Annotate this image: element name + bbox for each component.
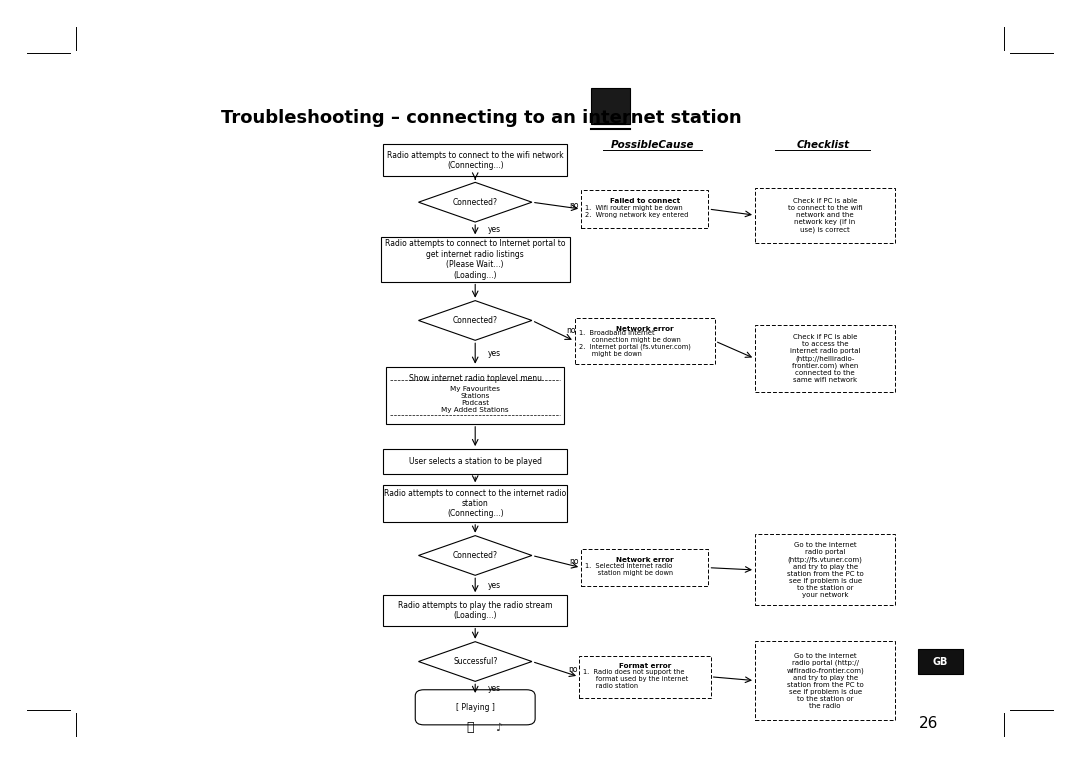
FancyBboxPatch shape bbox=[918, 649, 963, 674]
Text: 1.  Radio does not support the
      format used by the internet
      radio sta: 1. Radio does not support the format use… bbox=[583, 669, 688, 689]
Text: GB: GB bbox=[933, 656, 948, 667]
Text: Go to the internet
radio portal
(http://fs.vtuner.com)
and try to play the
stati: Go to the internet radio portal (http://… bbox=[786, 542, 864, 597]
Polygon shape bbox=[419, 642, 531, 681]
Text: no: no bbox=[569, 201, 579, 210]
Text: Radio attempts to connect to the internet radio
station
(Connecting...): Radio attempts to connect to the interne… bbox=[384, 488, 566, 519]
FancyBboxPatch shape bbox=[383, 595, 567, 626]
Text: 1.  Selected internet radio
      station might be down: 1. Selected internet radio station might… bbox=[585, 563, 674, 577]
Text: Troubleshooting – connecting to an internet station: Troubleshooting – connecting to an inter… bbox=[221, 109, 742, 127]
Text: yes: yes bbox=[488, 581, 501, 590]
Text: 🔊: 🔊 bbox=[467, 721, 473, 735]
Text: yes: yes bbox=[488, 349, 501, 358]
Text: [ Playing ]: [ Playing ] bbox=[456, 703, 495, 712]
FancyBboxPatch shape bbox=[383, 144, 567, 176]
Text: yes: yes bbox=[488, 225, 501, 234]
Text: Radio attempts to connect to the wifi network
(Connecting...): Radio attempts to connect to the wifi ne… bbox=[387, 150, 564, 170]
Polygon shape bbox=[419, 182, 531, 222]
Text: Network error: Network error bbox=[616, 557, 674, 563]
FancyBboxPatch shape bbox=[755, 641, 895, 720]
Text: ♪: ♪ bbox=[496, 723, 502, 733]
Text: Show internet radio toplevel menu: Show internet radio toplevel menu bbox=[408, 375, 542, 383]
Text: Network error: Network error bbox=[616, 326, 674, 332]
Text: Connected?: Connected? bbox=[453, 198, 498, 207]
FancyBboxPatch shape bbox=[581, 549, 708, 586]
Text: Go to the internet
radio portal (http://
wifiradio-frontier.com)
and try to play: Go to the internet radio portal (http://… bbox=[786, 652, 864, 709]
Text: Format error: Format error bbox=[619, 664, 671, 669]
Text: no: no bbox=[566, 327, 576, 335]
Text: Successful?: Successful? bbox=[453, 657, 498, 666]
Text: 1.  Wifi router might be down
2.  Wrong network key entered: 1. Wifi router might be down 2. Wrong ne… bbox=[585, 204, 689, 218]
Text: Connected?: Connected? bbox=[453, 316, 498, 325]
Text: PossibleCause: PossibleCause bbox=[610, 140, 694, 150]
Text: Failed to connect: Failed to connect bbox=[610, 198, 679, 204]
Text: no: no bbox=[568, 665, 578, 674]
Text: no: no bbox=[569, 557, 579, 566]
Text: Check if PC is able
to access the
internet radio portal
(http://helliradio-
fron: Check if PC is able to access the intern… bbox=[789, 334, 861, 383]
Polygon shape bbox=[419, 301, 531, 340]
Text: Radio attempts to play the radio stream
(Loading...): Radio attempts to play the radio stream … bbox=[397, 600, 553, 620]
Text: yes: yes bbox=[488, 684, 501, 693]
Text: My Favourites
Stations
Podcast
My Added Stations: My Favourites Stations Podcast My Added … bbox=[442, 385, 509, 413]
FancyBboxPatch shape bbox=[591, 88, 630, 124]
FancyBboxPatch shape bbox=[755, 325, 895, 392]
Text: Connected?: Connected? bbox=[453, 551, 498, 560]
FancyBboxPatch shape bbox=[415, 690, 536, 725]
Text: Checklist: Checklist bbox=[796, 140, 850, 150]
Text: Radio attempts to connect to Internet portal to
get internet radio listings
(Ple: Radio attempts to connect to Internet po… bbox=[384, 240, 566, 279]
FancyBboxPatch shape bbox=[383, 449, 567, 475]
FancyBboxPatch shape bbox=[581, 190, 708, 228]
FancyBboxPatch shape bbox=[575, 318, 715, 364]
Text: User selects a station to be played: User selects a station to be played bbox=[408, 457, 542, 466]
FancyBboxPatch shape bbox=[383, 485, 567, 522]
FancyBboxPatch shape bbox=[387, 367, 564, 424]
FancyBboxPatch shape bbox=[755, 535, 895, 606]
Text: Check if PC is able
to connect to the wifi
network and the
network key (if in
us: Check if PC is able to connect to the wi… bbox=[787, 198, 863, 233]
Text: 1.  Broadband internet
      connection might be down
2.  Internet portal (fs.vt: 1. Broadband internet connection might b… bbox=[579, 330, 691, 357]
Polygon shape bbox=[419, 536, 531, 575]
FancyBboxPatch shape bbox=[755, 188, 895, 243]
Text: 26: 26 bbox=[919, 716, 939, 731]
FancyBboxPatch shape bbox=[381, 237, 570, 282]
FancyBboxPatch shape bbox=[579, 656, 711, 697]
